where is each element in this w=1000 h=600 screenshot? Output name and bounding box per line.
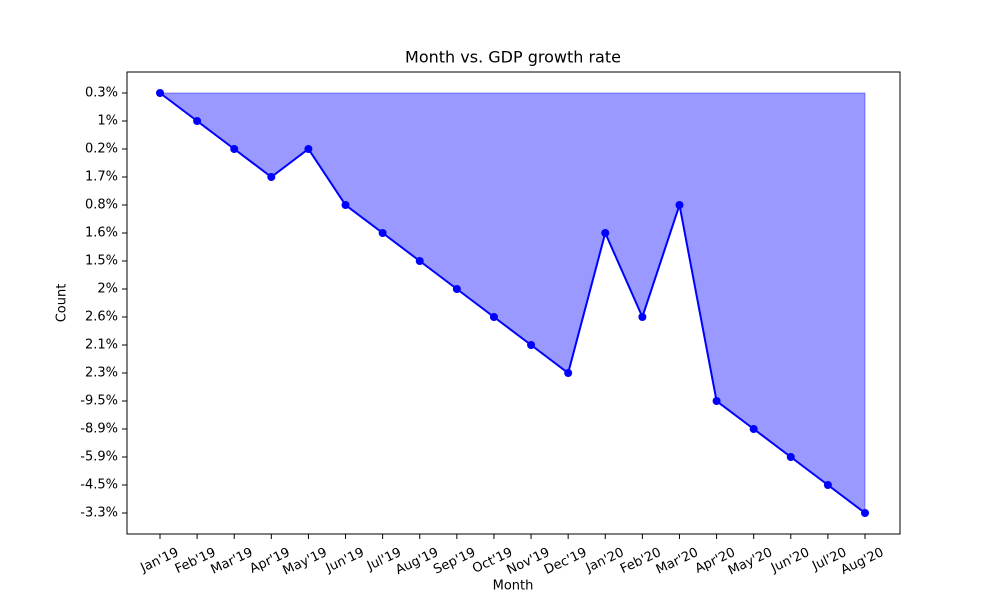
x-tick-label: Jun'20 xyxy=(768,545,812,576)
plot-frame xyxy=(126,71,901,535)
x-tick-label: Sep'19 xyxy=(431,545,478,577)
y-tick-label: 1% xyxy=(97,114,118,129)
x-axis-label: Month xyxy=(493,579,534,594)
x-tick-label: Jun'19 xyxy=(323,545,367,576)
x-tick-label: Dec'19 xyxy=(542,545,589,578)
y-tick-label: 1.7% xyxy=(85,170,118,185)
x-tick-label: Mar'19 xyxy=(209,545,256,577)
x-tick-label: Jan'20 xyxy=(583,545,627,576)
line xyxy=(159,92,866,514)
y-tick-label: 2% xyxy=(97,282,118,297)
area xyxy=(158,92,866,515)
point xyxy=(341,201,350,209)
point xyxy=(230,145,239,153)
y-tick-label: -4.5% xyxy=(80,478,118,493)
point xyxy=(378,229,387,237)
y-tick-label: 1.5% xyxy=(85,254,118,269)
point xyxy=(823,481,832,489)
y-tick-label: 2.6% xyxy=(85,310,118,325)
chart-title: Month vs. GDP growth rate xyxy=(405,48,621,67)
y-tick-label: -5.9% xyxy=(80,450,118,465)
y-tick-label: 1.6% xyxy=(85,226,118,241)
y-tick-label: 2.1% xyxy=(85,338,118,353)
point xyxy=(156,89,164,97)
point xyxy=(601,229,610,237)
point xyxy=(786,453,795,461)
point xyxy=(861,509,869,517)
point xyxy=(675,201,684,209)
x-tick-label: Mar'20 xyxy=(654,545,701,577)
point xyxy=(564,369,573,377)
point xyxy=(193,117,202,125)
x-tick-label: Aug'20 xyxy=(839,545,887,578)
y-axis-label: Count xyxy=(55,284,70,323)
point xyxy=(489,313,498,321)
y-tick-label: -8.9% xyxy=(80,422,118,437)
point xyxy=(712,397,721,405)
y-tick-label: 0.3% xyxy=(85,86,118,101)
point xyxy=(527,341,536,349)
x-tick-label: Jan'19 xyxy=(138,545,182,576)
x-tick-label: Aug'19 xyxy=(393,545,441,578)
point xyxy=(304,145,313,153)
y-tick-label: 2.3% xyxy=(85,366,118,381)
point xyxy=(452,285,461,293)
point xyxy=(415,257,424,265)
y-tick-label: 0.8% xyxy=(85,198,118,213)
point xyxy=(267,173,276,181)
y-tick-label: -9.5% xyxy=(80,394,118,409)
point xyxy=(638,313,647,321)
y-tick-label: -3.3% xyxy=(80,506,118,521)
point xyxy=(749,425,758,433)
y-tick-label: 0.2% xyxy=(85,142,118,157)
